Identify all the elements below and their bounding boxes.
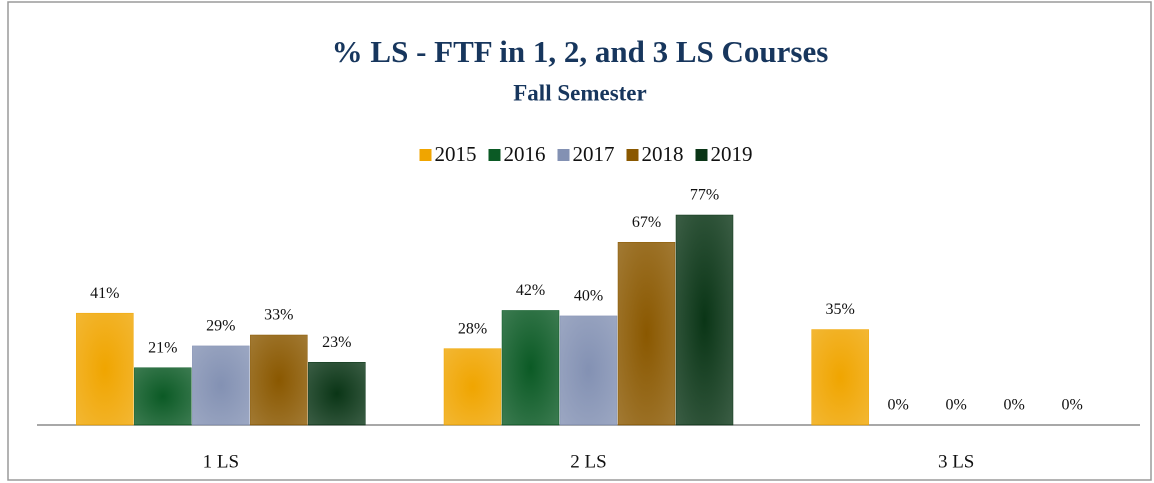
legend-swatch [488,149,501,161]
bar [76,312,134,426]
data-label: 40% [574,288,603,305]
data-label: 42% [516,282,545,299]
bar [250,334,308,426]
legend-label: 2015 [435,142,477,166]
bar [134,367,192,426]
data-label: 0% [1004,397,1025,414]
data-label: 41% [90,285,119,302]
legend-label: 2017 [573,142,615,166]
x-tick-label: 1 LS [203,451,239,472]
data-label: 33% [264,307,293,324]
data-label: 0% [946,397,967,414]
data-label: 29% [206,318,235,335]
legend-label: 2019 [711,142,753,166]
data-label: 67% [632,214,661,231]
chart-subtitle: Fall Semester [513,80,646,105]
data-label: 28% [458,320,487,337]
bar [617,242,676,426]
data-label: 21% [148,339,177,356]
legend-label: 2016 [504,142,546,166]
legend-label: 2018 [642,142,684,166]
bar [192,345,250,426]
bar [675,214,734,426]
data-label: 35% [826,301,855,318]
legend-swatch [695,149,708,161]
legend-swatch [557,149,570,161]
bar [443,348,502,426]
bar [308,362,366,426]
x-tick-label: 3 LS [938,451,974,472]
data-label: 77% [690,187,719,204]
chart-title: % LS - FTF in 1, 2, and 3 LS Courses [332,34,829,69]
bar [501,310,560,426]
data-label: 23% [322,334,351,351]
legend-swatch [419,149,432,161]
data-label: 0% [888,397,909,414]
data-label: 0% [1062,397,1083,414]
legend: 2015 2016 2017 2018 2019 [419,142,753,166]
bar [811,329,869,426]
x-tick-label: 2 LS [570,451,606,472]
bar [559,315,618,426]
legend-swatch [626,149,639,161]
